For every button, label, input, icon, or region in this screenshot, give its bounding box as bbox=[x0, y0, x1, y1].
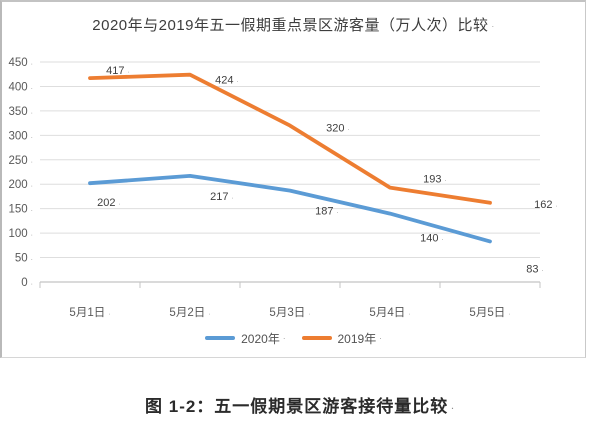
y-axis-tick-label: 300 · bbox=[8, 130, 33, 142]
series-line-2020年 bbox=[88, 173, 492, 244]
chart-title: 2020年与2019年五一假期重点景区游客量（万人次）比较 · bbox=[2, 14, 585, 35]
category-label: 5月5日 · bbox=[469, 307, 510, 319]
legend-label: 2020年 bbox=[241, 331, 280, 346]
y-axis-tick-label: 350 · bbox=[8, 106, 33, 118]
category-label: 5月3日 · bbox=[269, 307, 310, 319]
category-label: 5月2日 · bbox=[169, 307, 210, 319]
data-label-2020年-5月1日: 202 · bbox=[97, 197, 121, 209]
y-axis-tick-label: 0 · bbox=[21, 277, 33, 289]
y-axis-tick-label: 200 · bbox=[8, 179, 33, 191]
legend-label-mark: · bbox=[379, 333, 382, 343]
y-axis-tick-label: 150 · bbox=[8, 204, 33, 216]
legend-swatch-2019年 bbox=[301, 336, 332, 340]
legend-item-2019年: 2019年 · bbox=[301, 330, 382, 347]
data-label-2020年-5月4日: 140 · bbox=[420, 233, 444, 245]
title-end-mark: · bbox=[491, 22, 495, 31]
figure-caption-text: 图 1-2：五一假期景区游客接待量比较 bbox=[145, 397, 449, 416]
y-axis-tick-label: 400 · bbox=[8, 81, 33, 93]
chart-legend: 2020年 · 2019年 · bbox=[2, 329, 585, 347]
caption-end-mark: · bbox=[451, 404, 455, 413]
y-axis-tick-label: 100 · bbox=[8, 228, 33, 240]
series-line-2019年 bbox=[88, 72, 492, 205]
legend-label: 2019年 bbox=[337, 331, 377, 346]
data-label-2019年-5月4日: 193 · bbox=[423, 174, 447, 186]
legend-swatch-2020年 bbox=[205, 336, 236, 340]
data-label-2019年-5月2日: 424 · bbox=[215, 75, 239, 87]
y-axis-tick-label: 250 · bbox=[8, 155, 33, 167]
data-label-2019年-5月1日: 417 · bbox=[106, 65, 130, 77]
y-axis-tick-label: 450 · bbox=[8, 57, 33, 69]
category-label: 5月4日 · bbox=[369, 307, 410, 319]
figure-caption: 图 1-2：五一假期景区游客接待量比较 · bbox=[0, 392, 600, 417]
chart-figure[interactable]: 2020年与2019年五一假期重点景区游客量（万人次）比较 · 0 · 50 · 100 ·… bbox=[0, 0, 586, 358]
y-axis-tick-label: 50 · bbox=[15, 253, 33, 265]
legend-item-2020年: 2020年 · bbox=[205, 330, 286, 347]
data-label-2019年-5月3日: 320 · bbox=[326, 123, 350, 135]
data-label-2020年-5月5日: 83 · bbox=[526, 263, 544, 275]
chart-title-text: 2020年与2019年五一假期重点景区游客量（万人次）比较 bbox=[92, 17, 489, 34]
legend-label-mark: · bbox=[282, 333, 286, 343]
data-label-2019年-5月5日: 162 · bbox=[534, 199, 558, 211]
data-label-2020年-5月3日: 187 · bbox=[315, 206, 339, 218]
plot-area: 0· 50· 100· 150· 200· 250· 300· 350· 400· 450· 5月1… bbox=[8, 57, 558, 319]
data-label-2020年-5月2日: 217 · bbox=[210, 191, 234, 203]
category-label: 5月1日 · bbox=[69, 307, 110, 319]
